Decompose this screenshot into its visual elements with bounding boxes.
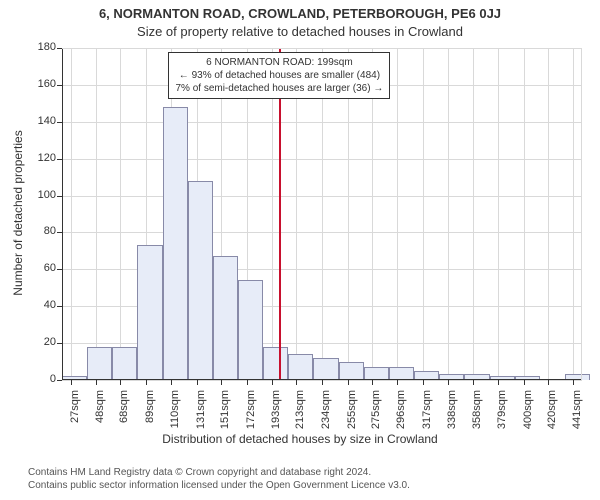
y-axis-label: Number of detached properties xyxy=(11,123,25,303)
x-tick-mark xyxy=(146,380,147,385)
chart-subtitle: Size of property relative to detached ho… xyxy=(0,24,600,39)
x-tick-label: 68sqm xyxy=(118,390,130,438)
x-tick-label: 27sqm xyxy=(69,390,81,438)
annotation-line: ← 93% of detached houses are smaller (48… xyxy=(175,69,383,82)
x-tick-mark xyxy=(221,380,222,385)
x-tick-mark xyxy=(296,380,297,385)
y-tick-label: 80 xyxy=(26,225,56,237)
x-tick-mark xyxy=(171,380,172,385)
y-tick-mark xyxy=(57,380,62,381)
grid-line-v xyxy=(397,48,398,380)
x-tick-label: 338sqm xyxy=(446,390,458,438)
chart-title-address: 6, NORMANTON ROAD, CROWLAND, PETERBOROUG… xyxy=(0,6,600,21)
x-tick-label: 296sqm xyxy=(395,390,407,438)
y-tick-label: 100 xyxy=(26,189,56,201)
x-tick-mark xyxy=(548,380,549,385)
y-tick-label: 160 xyxy=(26,78,56,90)
annotation-line: 6 NORMANTON ROAD: 199sqm xyxy=(175,56,383,69)
x-tick-mark xyxy=(448,380,449,385)
histogram-bar xyxy=(213,256,238,380)
x-tick-label: 441sqm xyxy=(571,390,583,438)
y-tick-mark xyxy=(57,232,62,233)
y-tick-mark xyxy=(57,269,62,270)
x-tick-label: 89sqm xyxy=(144,390,156,438)
x-tick-mark xyxy=(71,380,72,385)
y-tick-mark xyxy=(57,48,62,49)
grid-line-v xyxy=(573,48,574,380)
histogram-bar xyxy=(288,354,313,380)
x-tick-mark xyxy=(247,380,248,385)
x-tick-label: 172sqm xyxy=(245,390,257,438)
x-tick-mark xyxy=(473,380,474,385)
x-tick-label: 358sqm xyxy=(471,390,483,438)
grid-line-v xyxy=(96,48,97,380)
x-tick-mark xyxy=(120,380,121,385)
x-tick-label: 213sqm xyxy=(294,390,306,438)
grid-line-v xyxy=(423,48,424,380)
histogram-bar xyxy=(137,245,162,380)
y-tick-mark xyxy=(57,122,62,123)
histogram-bar xyxy=(188,181,213,380)
y-tick-mark xyxy=(57,343,62,344)
y-tick-mark xyxy=(57,196,62,197)
y-tick-mark xyxy=(57,306,62,307)
x-tick-label: 234sqm xyxy=(320,390,332,438)
x-tick-label: 110sqm xyxy=(169,390,181,438)
y-tick-label: 40 xyxy=(26,299,56,311)
footer-line2: Contains public sector information licen… xyxy=(28,479,410,492)
x-tick-label: 131sqm xyxy=(195,390,207,438)
y-tick-mark xyxy=(57,85,62,86)
grid-line-v xyxy=(524,48,525,380)
y-tick-label: 0 xyxy=(26,373,56,385)
x-tick-mark xyxy=(372,380,373,385)
annotation-line: 7% of semi-detached houses are larger (3… xyxy=(175,82,383,95)
x-tick-mark xyxy=(348,380,349,385)
x-tick-label: 48sqm xyxy=(94,390,106,438)
x-tick-mark xyxy=(272,380,273,385)
x-tick-mark xyxy=(96,380,97,385)
y-tick-label: 180 xyxy=(26,41,56,53)
x-tick-mark xyxy=(197,380,198,385)
grid-line-v xyxy=(498,48,499,380)
x-tick-label: 400sqm xyxy=(522,390,534,438)
y-tick-label: 60 xyxy=(26,262,56,274)
histogram-bar xyxy=(313,358,338,380)
annotation-box: 6 NORMANTON ROAD: 199sqm← 93% of detache… xyxy=(168,52,390,99)
y-tick-label: 120 xyxy=(26,152,56,164)
histogram-bar xyxy=(263,347,288,380)
x-tick-label: 379sqm xyxy=(496,390,508,438)
x-tick-label: 420sqm xyxy=(546,390,558,438)
x-tick-mark xyxy=(498,380,499,385)
footer-line1: Contains HM Land Registry data © Crown c… xyxy=(28,466,410,479)
histogram-bar xyxy=(87,347,112,380)
grid-line-v xyxy=(71,48,72,380)
axis-spine-top xyxy=(62,48,582,49)
y-tick-mark xyxy=(57,159,62,160)
plot-area: 6 NORMANTON ROAD: 199sqm← 93% of detache… xyxy=(62,48,582,380)
grid-line-v xyxy=(548,48,549,380)
x-tick-mark xyxy=(524,380,525,385)
x-tick-mark xyxy=(573,380,574,385)
x-tick-label: 151sqm xyxy=(219,390,231,438)
grid-line-v xyxy=(448,48,449,380)
grid-line-v xyxy=(120,48,121,380)
grid-line-v xyxy=(473,48,474,380)
chart-container: { "titles": { "line1": "6, NORMANTON ROA… xyxy=(0,0,600,500)
footer-attribution: Contains HM Land Registry data © Crown c… xyxy=(28,466,410,492)
x-tick-label: 193sqm xyxy=(270,390,282,438)
x-tick-mark xyxy=(397,380,398,385)
y-tick-label: 20 xyxy=(26,336,56,348)
axis-spine-right xyxy=(581,48,582,380)
axis-spine-left xyxy=(62,48,63,380)
x-tick-label: 275sqm xyxy=(370,390,382,438)
x-tick-mark xyxy=(423,380,424,385)
y-tick-label: 140 xyxy=(26,115,56,127)
x-tick-label: 317sqm xyxy=(421,390,433,438)
histogram-bar xyxy=(163,107,188,380)
histogram-bar xyxy=(238,280,263,380)
x-tick-mark xyxy=(322,380,323,385)
histogram-bar xyxy=(339,362,364,380)
histogram-bar xyxy=(112,347,137,380)
x-tick-label: 255sqm xyxy=(346,390,358,438)
